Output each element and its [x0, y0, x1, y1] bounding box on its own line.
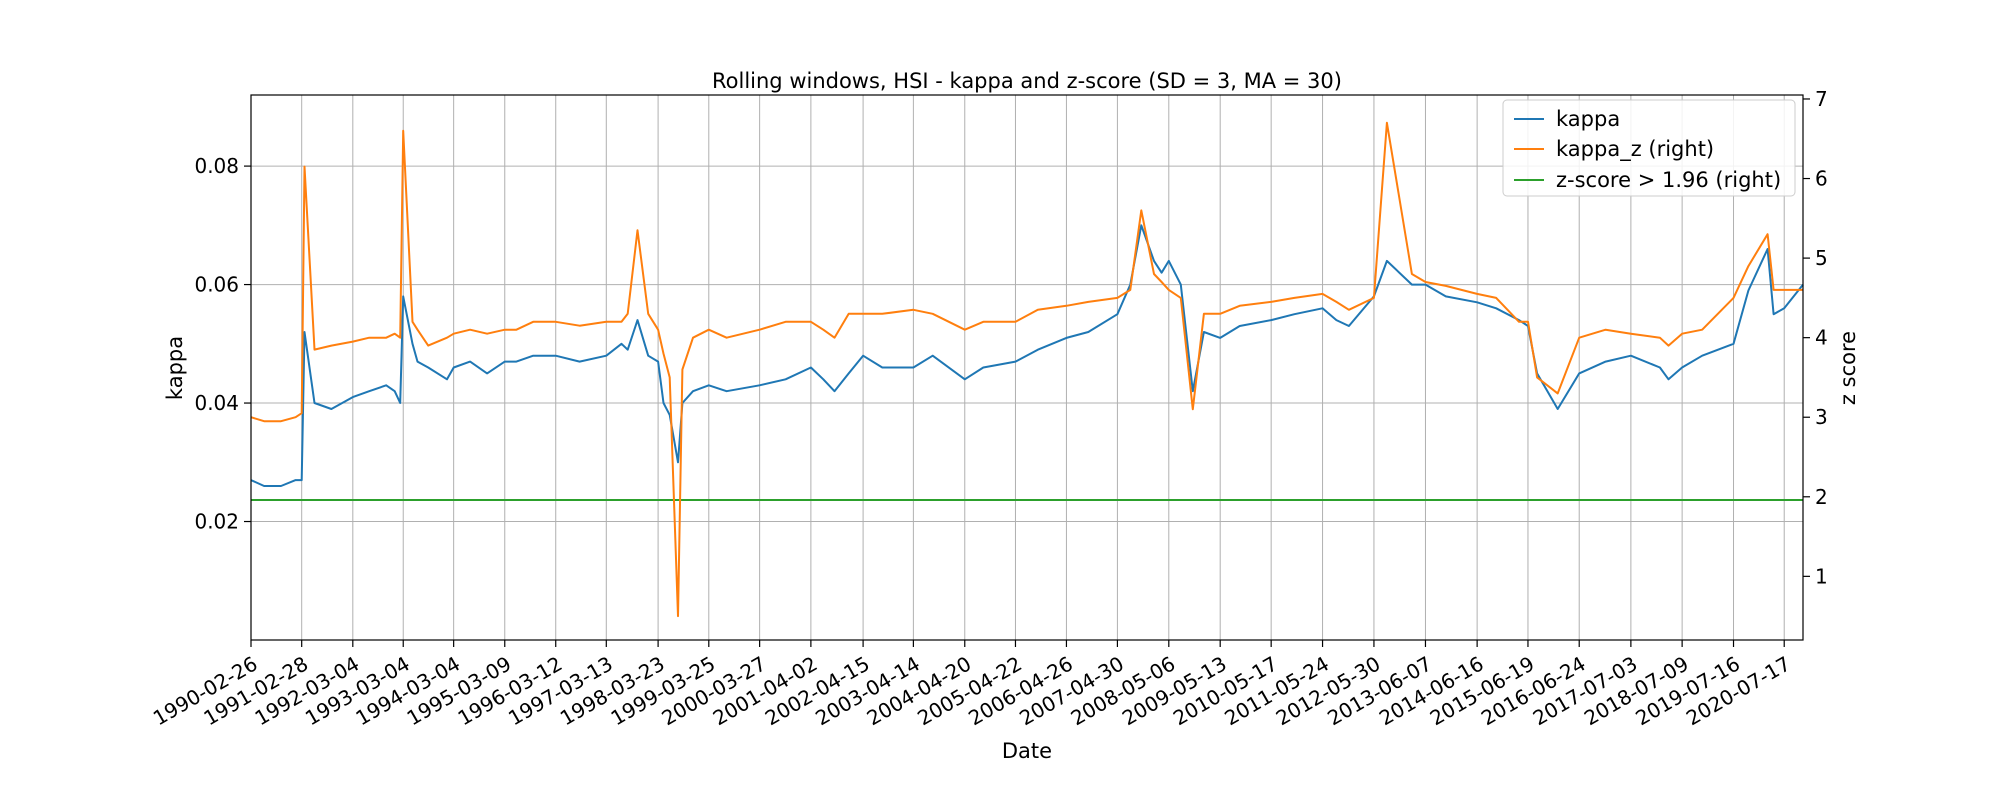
y-tick-label-left: 0.08 [194, 154, 239, 178]
x-axis-label: Date [1002, 739, 1052, 763]
y-tick-label-right: 7 [1815, 87, 1828, 111]
y-tick-label-left: 0.02 [194, 510, 239, 534]
y-tick-label-left: 0.04 [194, 391, 239, 415]
y-axis-label-right: z score [1836, 331, 1860, 405]
series-layer [250, 121, 1804, 618]
x-axis: 1990-02-261991-02-281992-03-041993-03-04… [149, 640, 1795, 730]
y-tick-label-right: 6 [1815, 167, 1828, 191]
plot-frame [250, 94, 1804, 641]
y-tick-label-right: 2 [1815, 485, 1828, 509]
axes-layer [250, 94, 1804, 641]
legend-label-threshold: z-score > 1.96 (right) [1556, 168, 1781, 192]
y-axis-left: 0.02 0.04 0.06 0.08 [194, 154, 251, 534]
chart-title: Rolling windows, HSI - kappa and z-score… [712, 69, 1342, 93]
legend-box [1502, 99, 1796, 197]
y-tick-label-right: 1 [1815, 564, 1828, 588]
y-axis-right: 1 2 3 4 5 6 7 [1803, 87, 1828, 588]
y-tick-label-right: 5 [1815, 246, 1828, 270]
legend-label-kappa-z: kappa_z (right) [1556, 137, 1714, 162]
series-line-kappa [250, 224, 1804, 487]
y-tick-label-right: 3 [1815, 405, 1828, 429]
y-axis-label-left: kappa [163, 336, 187, 400]
legend: kappa kappa_z (right) z-score > 1.96 (ri… [1502, 99, 1796, 197]
series-line-kappa-z [250, 121, 1803, 618]
y-tick-label-left: 0.06 [194, 273, 239, 297]
y-tick-label-right: 4 [1815, 326, 1828, 350]
legend-label-kappa: kappa [1556, 107, 1620, 131]
